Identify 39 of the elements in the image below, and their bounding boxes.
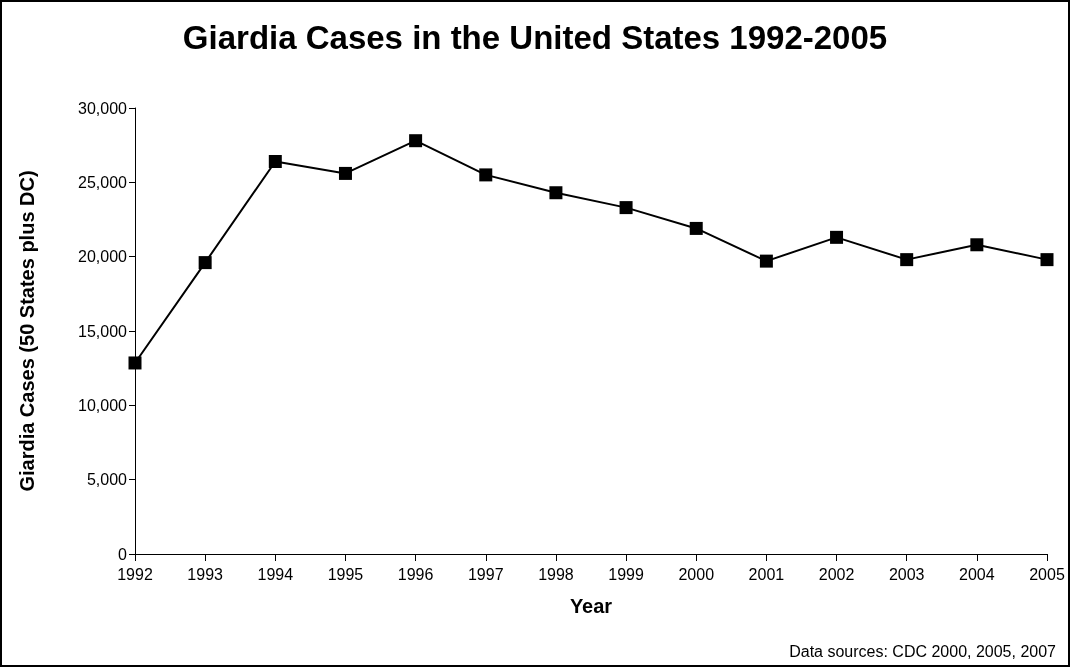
- point: [128, 356, 142, 370]
- y-tick-label: 30,000: [78, 99, 128, 117]
- x-tick-label: 2004: [959, 565, 995, 583]
- y-tick-label: 15,000: [78, 322, 128, 340]
- point: [619, 201, 633, 215]
- y-tick-label: 20,000: [78, 248, 128, 266]
- point: [830, 230, 844, 244]
- point: [970, 238, 984, 252]
- y-tick-label: 5,000: [86, 471, 128, 489]
- point: [479, 168, 493, 182]
- y-tick-label: 25,000: [78, 173, 128, 191]
- chart-title: Giardia Cases in the United States 1992-2005: [182, 19, 888, 56]
- x-tick-label: 1992: [117, 565, 153, 583]
- point: [689, 221, 703, 235]
- point: [759, 254, 773, 268]
- text: Data sources: CDC 2000, 2005, 2007: [789, 642, 1057, 660]
- x-tick-label: 2000: [678, 565, 715, 583]
- y-axis-title: Giardia Cases (50 States plus DC): [16, 170, 38, 492]
- point: [198, 256, 212, 270]
- x-tick-label: 1999: [608, 565, 644, 583]
- x-tick-label: 1998: [538, 565, 574, 583]
- x-tick-label: 1995: [327, 565, 364, 583]
- point: [409, 134, 423, 148]
- point: [268, 155, 282, 169]
- x-tick-label: 2001: [748, 565, 785, 583]
- y-tick-label: 0: [118, 545, 128, 563]
- y-tick-label: 10,000: [78, 396, 128, 414]
- x-tick-label: 2002: [818, 565, 855, 583]
- x-axis-title: Year: [569, 595, 613, 617]
- point: [1040, 253, 1054, 267]
- x-tick-label: 1996: [397, 565, 434, 583]
- x-tick-label: 1994: [257, 565, 294, 583]
- point: [338, 166, 352, 180]
- point: [900, 253, 914, 267]
- x-tick-label: 2005: [1029, 565, 1065, 583]
- x-tick-label: 1997: [467, 565, 504, 583]
- x-tick-label: 1993: [187, 565, 224, 583]
- point: [549, 186, 563, 200]
- x-tick-label: 2003: [888, 565, 925, 583]
